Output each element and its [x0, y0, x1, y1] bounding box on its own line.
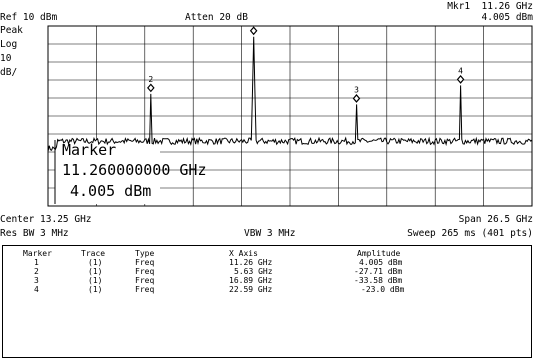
marker-number: 2 [34, 267, 39, 276]
marker-number: 3 [34, 276, 39, 285]
x-axis: 16.89 GHz [229, 276, 273, 285]
marker-box-title: Marker [62, 141, 117, 159]
marker-box-amplitude: 4.005 dBm [70, 182, 152, 200]
peak-marker-3: 3 [352, 85, 361, 103]
res-bw: Res BW 3 MHz [0, 228, 69, 239]
span: Span 26.5 GHz [458, 214, 533, 225]
marker-table: Marker Trace Type X Axis Amplitude 1 (1)… [2, 245, 532, 358]
trace: (1) [88, 276, 103, 285]
type: Freq [135, 258, 155, 267]
peak-marker-2: 2 [147, 75, 155, 93]
center-frequency: Center 13.25 GHz [0, 214, 92, 225]
spectrum-trace [47, 36, 533, 152]
scale-value-label: 10 [0, 53, 12, 64]
marker-diamond-icon [249, 26, 258, 36]
amplitude: 4.005 dBm [359, 258, 403, 267]
marker-box-backdrop [55, 140, 160, 204]
x-axis: 22.59 GHz [229, 285, 273, 294]
sweep: Sweep 265 ms (401 pts) [407, 228, 533, 239]
col-header-xaxis: X Axis [229, 249, 258, 258]
marker-number-label: 2 [148, 75, 153, 84]
col-header-trace: Trace [81, 249, 106, 258]
marker-diamond-icon [456, 74, 465, 84]
type: Freq [135, 285, 155, 294]
marker-number-label: 3 [354, 85, 359, 94]
vbw: VBW 3 MHz [244, 228, 296, 239]
x-axis: 5.63 GHz [234, 267, 273, 276]
marker-number: 1 [34, 258, 39, 267]
scale-type-label: Log [0, 39, 18, 50]
peak-markers: 2 3 4 [147, 26, 465, 103]
detector-label: Peak [0, 25, 23, 36]
col-header-amplitude: Amplitude [357, 249, 401, 258]
spectrum-plot: 2 3 4 [47, 25, 533, 207]
type: Freq [135, 267, 155, 276]
marker-box-frequency: 11.260000000 GHz [62, 161, 207, 179]
amplitude: -27.71 dBm [354, 267, 403, 276]
marker-diamond-icon [352, 94, 361, 103]
amplitude: -33.58 dBm [354, 276, 403, 285]
scale-unit-label: dB/ [0, 67, 18, 78]
trace: (1) [88, 267, 103, 276]
amplitude: -23.0 dBm [361, 285, 405, 294]
trace: (1) [88, 258, 103, 267]
type: Freq [135, 276, 155, 285]
marker-readout-label: Mkr1 11.26 GHz [447, 1, 533, 12]
spectrum-trace-line [47, 36, 533, 152]
attenuation: Atten 20 dB [185, 12, 248, 23]
col-header-marker: Marker [23, 249, 52, 258]
ref-level: Ref 10 dBm [0, 12, 58, 23]
trace: (1) [88, 285, 103, 294]
plot-grid [47, 25, 533, 207]
marker-readout-value: 4.005 dBm [481, 12, 533, 23]
x-axis: 11.26 GHz [229, 258, 273, 267]
marker-number: 4 [34, 285, 39, 294]
peak-marker-1 [249, 26, 258, 36]
marker-number-label: 4 [458, 66, 463, 75]
col-header-type: Type [135, 249, 155, 258]
marker-diamond-icon [147, 83, 155, 93]
peak-marker-4: 4 [456, 66, 465, 84]
